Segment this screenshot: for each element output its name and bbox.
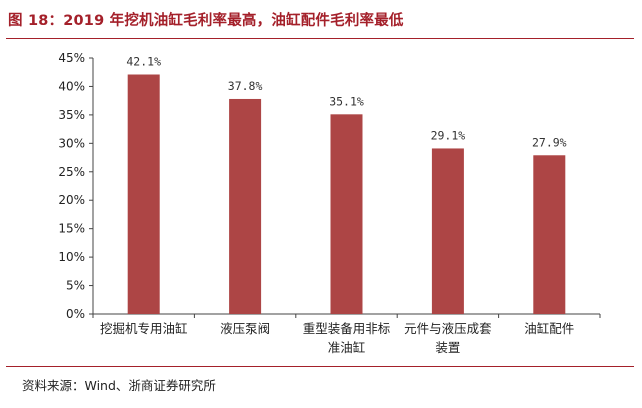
y-tick-label: 10%	[58, 250, 85, 264]
title-rule	[6, 38, 634, 39]
y-tick-label: 15%	[58, 222, 85, 236]
x-tick-label: 油缸配件	[524, 321, 574, 336]
bar-4	[431, 148, 464, 314]
chart-title: 图 18：2019 年挖机油缸毛利率最高，油缸配件毛利率最低	[8, 13, 404, 29]
bar-3	[330, 114, 363, 314]
y-tick-label: 35%	[58, 108, 85, 122]
y-tick-label: 40%	[58, 79, 85, 93]
y-tick-label: 25%	[58, 165, 85, 179]
x-tick-label: 挖掘机专用油缸	[100, 321, 188, 336]
x-tick-label: 液压泵阀	[220, 321, 270, 336]
data-label: 35.1%	[329, 94, 364, 108]
bar-1	[127, 74, 160, 315]
x-tick-label: 装置	[435, 340, 460, 355]
data-label: 27.9%	[532, 135, 567, 149]
y-tick-label: 45%	[58, 51, 85, 65]
data-label: 29.1%	[431, 128, 466, 142]
data-label: 42.1%	[126, 54, 161, 68]
y-tick-label: 20%	[58, 193, 85, 207]
data-label: 37.8%	[228, 79, 263, 93]
footer-rule	[6, 366, 634, 367]
x-tick-label: 重型装备用非标	[303, 321, 391, 336]
bar-chart: 0% 5% 10% 15% 20% 25% 30% 35% 40% 45% 42.1% 挖掘机专用油缸…	[58, 51, 601, 355]
y-tick-label: 5%	[66, 279, 85, 293]
x-tick-label: 元件与液压成套	[404, 321, 492, 336]
bar-2	[229, 98, 262, 315]
bar-5	[533, 155, 566, 314]
x-tick-label: 准油缸	[328, 340, 366, 355]
y-tick-label: 0%	[66, 307, 85, 321]
y-tick-label: 30%	[58, 136, 85, 150]
source-note: 资料来源：Wind、浙商证券研究所	[22, 378, 216, 393]
